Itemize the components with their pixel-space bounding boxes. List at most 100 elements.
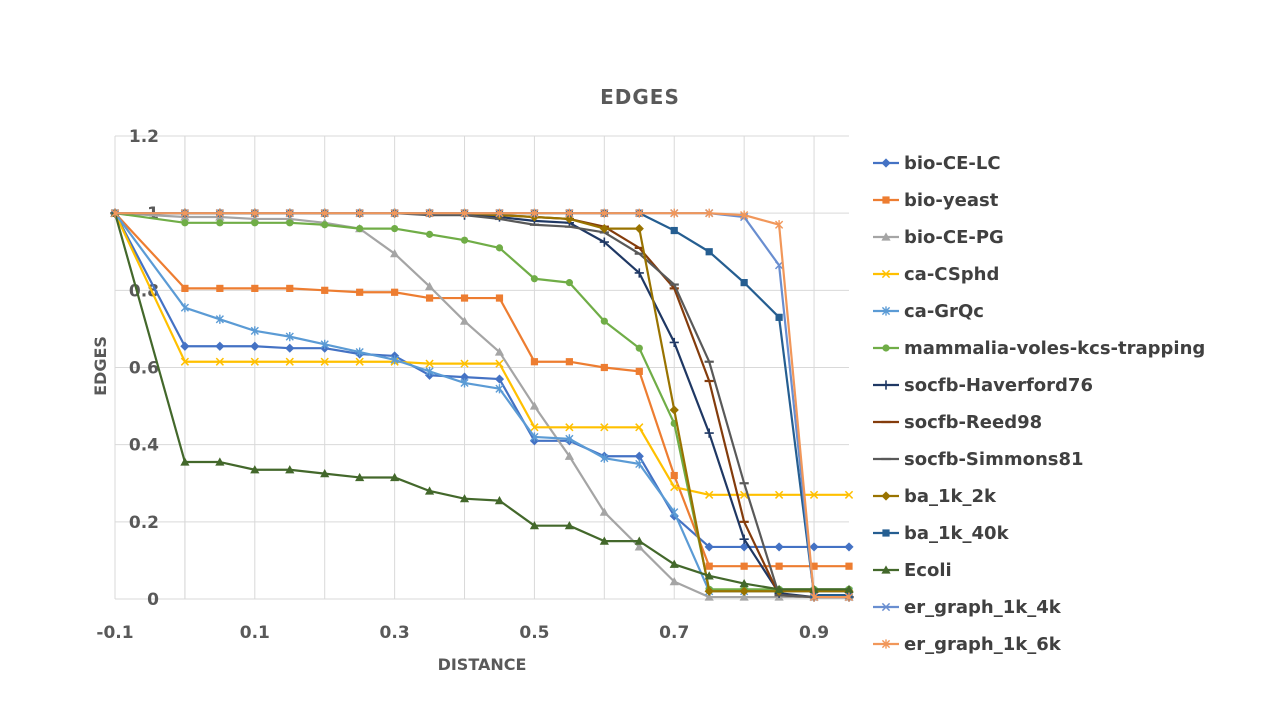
series-er-graph-1k-6k: [110, 208, 854, 602]
data-point: [670, 226, 678, 235]
series-line: [115, 212, 849, 599]
data-point: [844, 592, 854, 602]
data-point: [670, 208, 679, 218]
series-line: [115, 212, 849, 599]
legend-entry: mammalia-voles-kcs-trapping: [873, 338, 1205, 359]
legend-marker: [881, 269, 891, 279]
legend-marker: [881, 306, 891, 316]
legend-entry: socfb-Reed98: [873, 412, 1042, 433]
series-line: [114, 212, 849, 599]
data-point: [600, 423, 609, 432]
series-er-graph-1k-4k: [110, 209, 854, 602]
data-point: [809, 592, 819, 602]
series-line: [115, 212, 849, 599]
legend-entry: bio-CE-LC: [873, 153, 1001, 174]
y-tick-label: 0.6: [129, 359, 159, 379]
legend-marker: [881, 565, 891, 574]
legend-label: er_graph_1k_6k: [904, 634, 1062, 655]
data-point: [739, 578, 749, 588]
legend-label: socfb-Simmons81: [904, 449, 1084, 470]
legend-marker: [881, 639, 891, 649]
series-ca-grqc: [110, 208, 854, 596]
data-point: [739, 586, 749, 596]
data-point: [704, 571, 714, 580]
data-point: [285, 208, 294, 218]
series-line: [115, 212, 849, 599]
data-point: [215, 208, 224, 218]
data-point: [529, 401, 540, 410]
data-point: [635, 459, 644, 469]
legend-label: bio-CE-PG: [904, 227, 1004, 248]
data-point: [250, 208, 259, 218]
data-point: [495, 294, 504, 302]
data-point: [634, 268, 644, 278]
series-socfb-haverford76: [110, 208, 854, 602]
legend-label: bio-yeast: [904, 190, 999, 211]
data-point: [670, 507, 679, 517]
series-line: [113, 212, 849, 591]
series-line: [114, 212, 849, 496]
data-point: [599, 224, 609, 234]
data-point: [670, 482, 679, 492]
data-point: [565, 434, 574, 444]
data-point: [390, 208, 399, 218]
data-point: [424, 486, 435, 495]
data-point: [460, 236, 469, 244]
data-point: [181, 219, 189, 227]
data-point: [530, 275, 539, 283]
data-point: [250, 357, 259, 366]
data-point: [459, 372, 470, 382]
legend-entry: bio-yeast: [873, 190, 999, 211]
data-point: [250, 326, 259, 336]
data-point: [285, 465, 295, 474]
data-point: [740, 562, 748, 570]
legend-marker: [881, 380, 891, 390]
y-tick-labels: 00.20.40.60.811.2: [129, 127, 159, 610]
series-line: [115, 212, 849, 597]
y-tick-label: 1.2: [129, 127, 159, 147]
legend-label: mammalia-voles-kcs-trapping: [904, 338, 1205, 359]
data-point: [529, 521, 540, 530]
data-point: [494, 347, 505, 356]
series-line: [114, 212, 849, 568]
legend-label: socfb-Haverford76: [904, 375, 1093, 396]
data-point: [809, 542, 819, 552]
data-point: [391, 288, 399, 296]
y-tick-label: 0: [147, 590, 159, 610]
data-point: [530, 432, 539, 442]
legend-marker: [882, 344, 890, 352]
data-point: [425, 208, 434, 218]
data-point: [250, 465, 260, 474]
data-point: [635, 344, 643, 352]
series-line: [115, 212, 849, 593]
data-point: [844, 542, 854, 552]
data-point: [180, 457, 190, 466]
data-point: [599, 507, 609, 516]
data-point: [740, 210, 749, 220]
data-point: [460, 359, 469, 368]
data-point: [180, 303, 189, 313]
x-tick-label: 0.1: [240, 623, 270, 643]
data-point: [355, 472, 365, 482]
data-point: [425, 359, 434, 368]
data-point: [425, 294, 434, 302]
legend-entry: Ecoli: [873, 560, 952, 581]
data-point: [286, 284, 294, 293]
data-point: [460, 294, 469, 302]
data-point: [634, 224, 644, 234]
data-point: [565, 423, 574, 432]
data-point: [704, 586, 714, 596]
data-point: [216, 219, 224, 227]
data-point: [355, 357, 364, 366]
data-point: [844, 490, 854, 499]
data-point: [530, 358, 539, 366]
data-point: [740, 279, 748, 287]
data-point: [564, 521, 574, 530]
data-point: [110, 208, 120, 218]
series-line: [114, 212, 849, 591]
legend-label: Ecoli: [904, 560, 952, 581]
legend-marker: [881, 158, 891, 168]
y-tick-label: 0.4: [129, 436, 159, 456]
legend-entry: er_graph_1k_6k: [873, 634, 1062, 655]
data-point: [599, 536, 609, 545]
